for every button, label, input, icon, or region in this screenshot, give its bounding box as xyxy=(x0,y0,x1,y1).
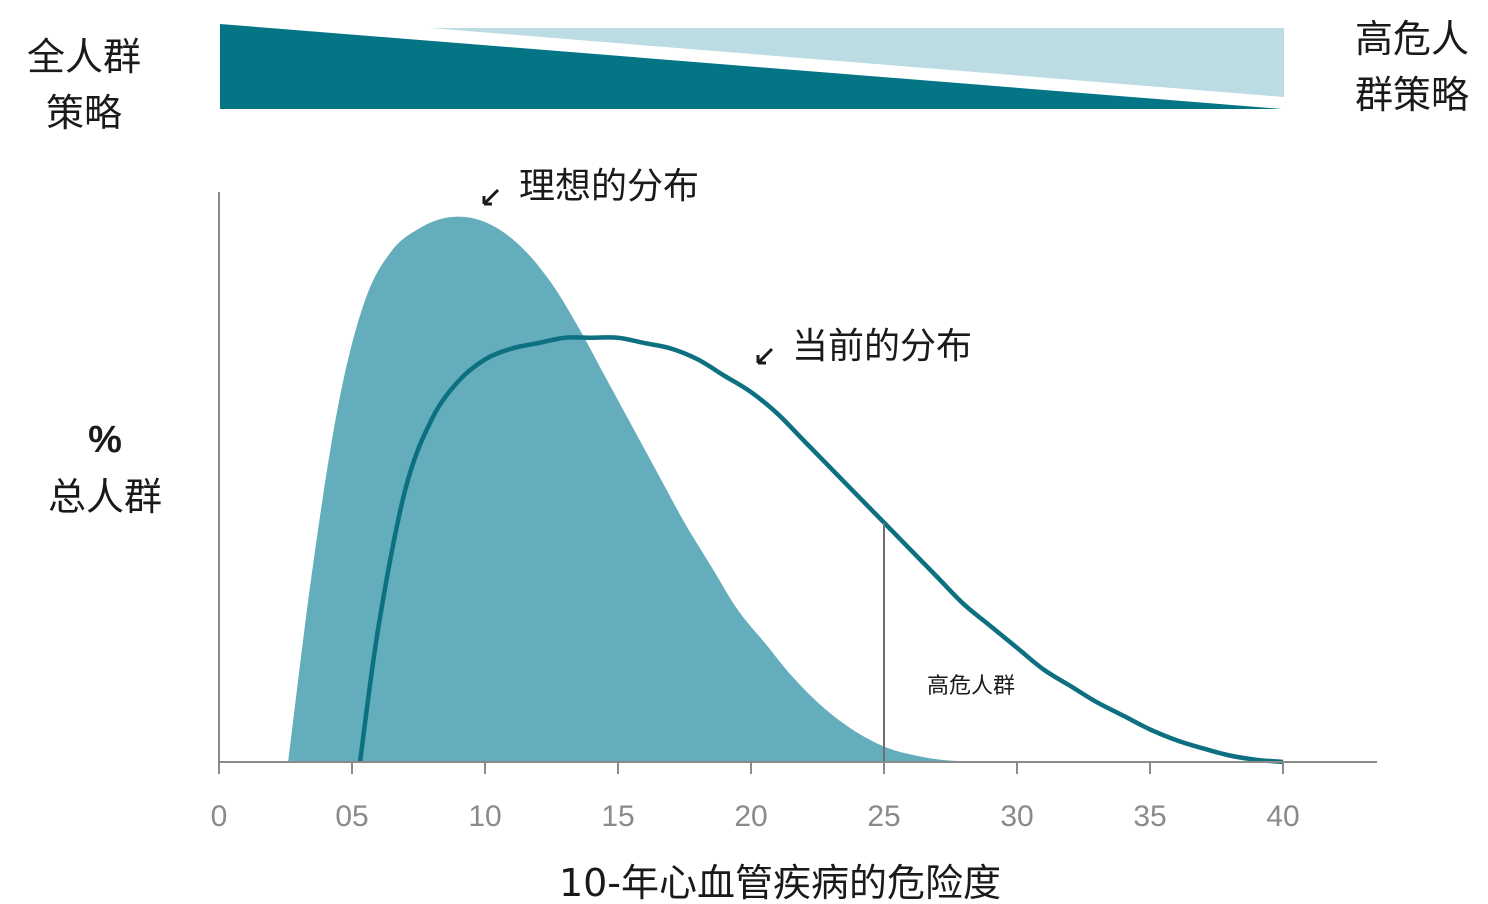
current-annotation: 当前的分布 xyxy=(756,326,972,367)
x-tick-label-30: 30 xyxy=(1000,800,1033,833)
strategy-banner xyxy=(220,24,1284,109)
ideal-distribution-label: 理想的分布 xyxy=(519,166,699,207)
current-distribution-line xyxy=(357,335,1284,765)
x-tick-label-5: 05 xyxy=(335,800,368,833)
x-axis-ticks: 0 05 10 15 20 25 30 35 40 xyxy=(211,762,1300,833)
high-risk-strategy-label-line1: 高危人 xyxy=(1355,17,1469,61)
y-axis-label-population: 总人群 xyxy=(48,475,162,519)
population-strategy-label-line2: 策略 xyxy=(46,91,122,135)
x-tick-label-25: 25 xyxy=(867,800,900,833)
x-tick-label-10: 10 xyxy=(468,800,501,833)
ideal-distribution-area xyxy=(288,216,975,762)
x-tick-label-15: 15 xyxy=(601,800,634,833)
high-risk-strategy-label-line2: 群策略 xyxy=(1355,73,1469,117)
x-tick-label-20: 20 xyxy=(734,800,767,833)
y-axis-label-percent: % xyxy=(88,419,122,461)
population-strategy-label-line1: 全人群 xyxy=(27,35,141,79)
threshold-label: 高危人群 xyxy=(927,674,1015,699)
current-distribution-label: 当前的分布 xyxy=(792,326,972,367)
ideal-annotation: 理想的分布 xyxy=(482,166,699,207)
x-tick-label-40: 40 xyxy=(1266,800,1299,833)
ideal-arrow-icon xyxy=(482,188,500,206)
x-tick-label-35: 35 xyxy=(1133,800,1166,833)
current-arrow-icon xyxy=(756,347,774,365)
x-tick-label-0: 0 xyxy=(211,800,228,833)
population-strategy-wedge xyxy=(220,24,1282,109)
plot-area: 0 05 10 15 20 25 30 35 40 xyxy=(211,192,1377,833)
x-axis-label: 10-年心血管疾病的危险度 xyxy=(559,861,1001,904)
high-risk-strategy-wedge xyxy=(430,28,1284,97)
